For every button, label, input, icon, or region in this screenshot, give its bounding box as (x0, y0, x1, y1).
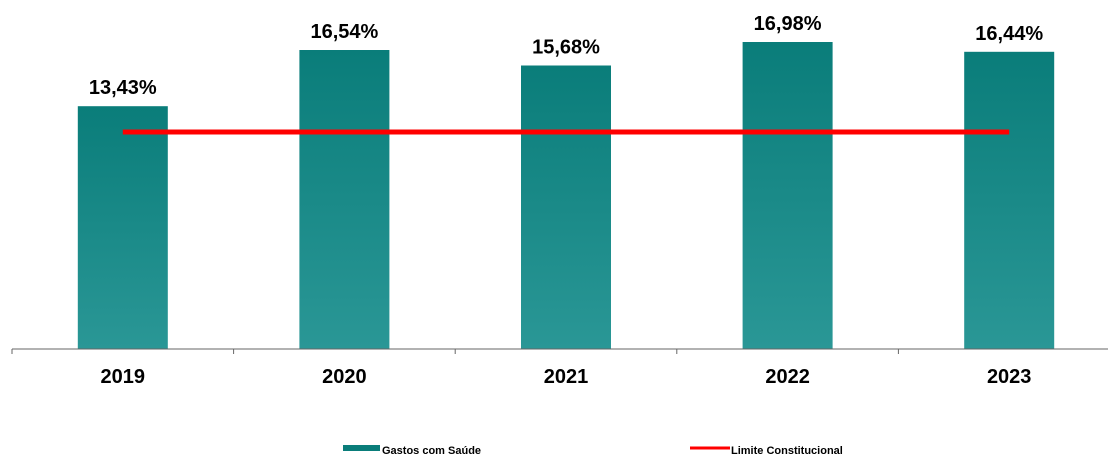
data-labels-layer: 13,43% 16,54% 15,68% 16,98% 16,44% (89, 13, 1043, 99)
data-label-2023: 16,44% (975, 23, 1043, 45)
legend: Gastos com Saúde Limite Constitucional (343, 445, 843, 457)
x-tick-label-2023: 2023 (987, 366, 1032, 388)
bars-layer (77, 42, 1055, 350)
bar-2022 (742, 42, 833, 349)
x-tick-label-2022: 2022 (765, 366, 810, 388)
bar-2020 (299, 50, 390, 349)
data-label-2020: 16,54% (310, 21, 378, 43)
x-tick-label-2020: 2020 (322, 366, 367, 388)
bar-2021 (521, 65, 611, 349)
legend-label-limite: Limite Constitucional (731, 445, 843, 456)
data-label-2021: 15,68% (532, 37, 600, 59)
legend-swatch-gastos (343, 445, 380, 451)
x-axis: 2019 2020 2021 2022 2023 (11, 348, 1108, 388)
x-tick-label-2019: 2019 (101, 366, 146, 388)
x-tick-label-2021: 2021 (544, 366, 589, 388)
bar-2019 (77, 106, 168, 349)
bar-2023 (964, 51, 1055, 350)
data-label-2022: 16,98% (754, 13, 822, 35)
data-label-2019: 13,43% (89, 77, 157, 99)
legend-label-gastos: Gastos com Saúde (382, 445, 481, 456)
